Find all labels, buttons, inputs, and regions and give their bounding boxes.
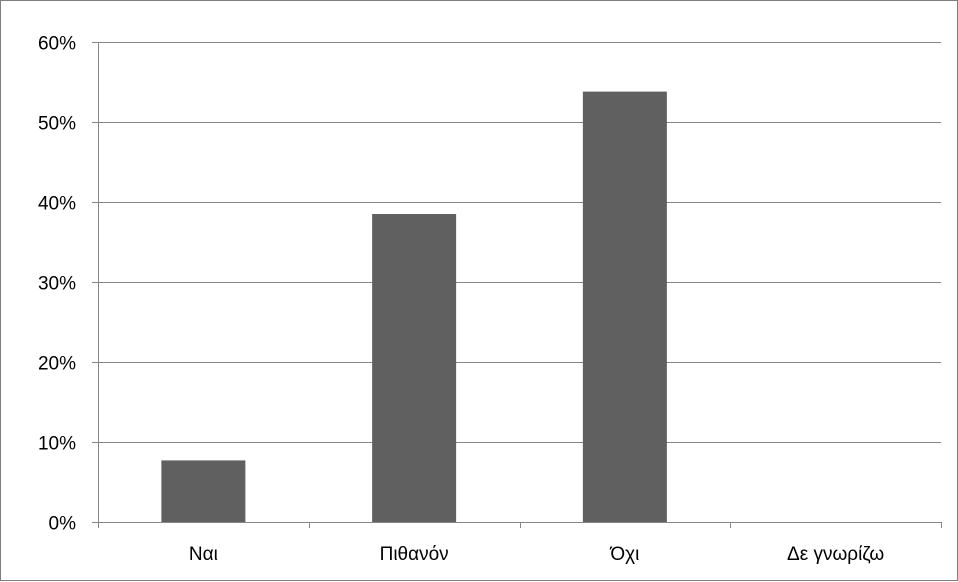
grid-lines	[98, 42, 941, 443]
y-tick-label: 40%	[38, 194, 76, 215]
bar	[372, 214, 457, 522]
y-tick-label: 10%	[38, 434, 76, 455]
axes	[92, 42, 942, 528]
bar	[161, 460, 246, 522]
x-tick-label: Πιθανόν	[380, 544, 449, 565]
x-tick-labels: Ναι Πιθανόν Όχι Δε γνωρίζω	[189, 544, 885, 565]
bars	[161, 91, 667, 522]
x-tick-label: Ναι	[189, 544, 218, 565]
y-tick-label: 30%	[38, 274, 76, 295]
x-tick-label: Όχι	[609, 544, 639, 565]
y-tick-label: 60%	[38, 34, 76, 55]
y-tick-label: 20%	[38, 354, 76, 375]
x-tick-label: Δε γνωρίζω	[787, 544, 884, 565]
y-tick-label: 0%	[49, 514, 77, 535]
y-tick-labels: 0% 10% 20% 30% 40% 50% 60%	[38, 34, 76, 535]
y-tick-label: 50%	[38, 114, 76, 135]
bar	[582, 91, 667, 522]
